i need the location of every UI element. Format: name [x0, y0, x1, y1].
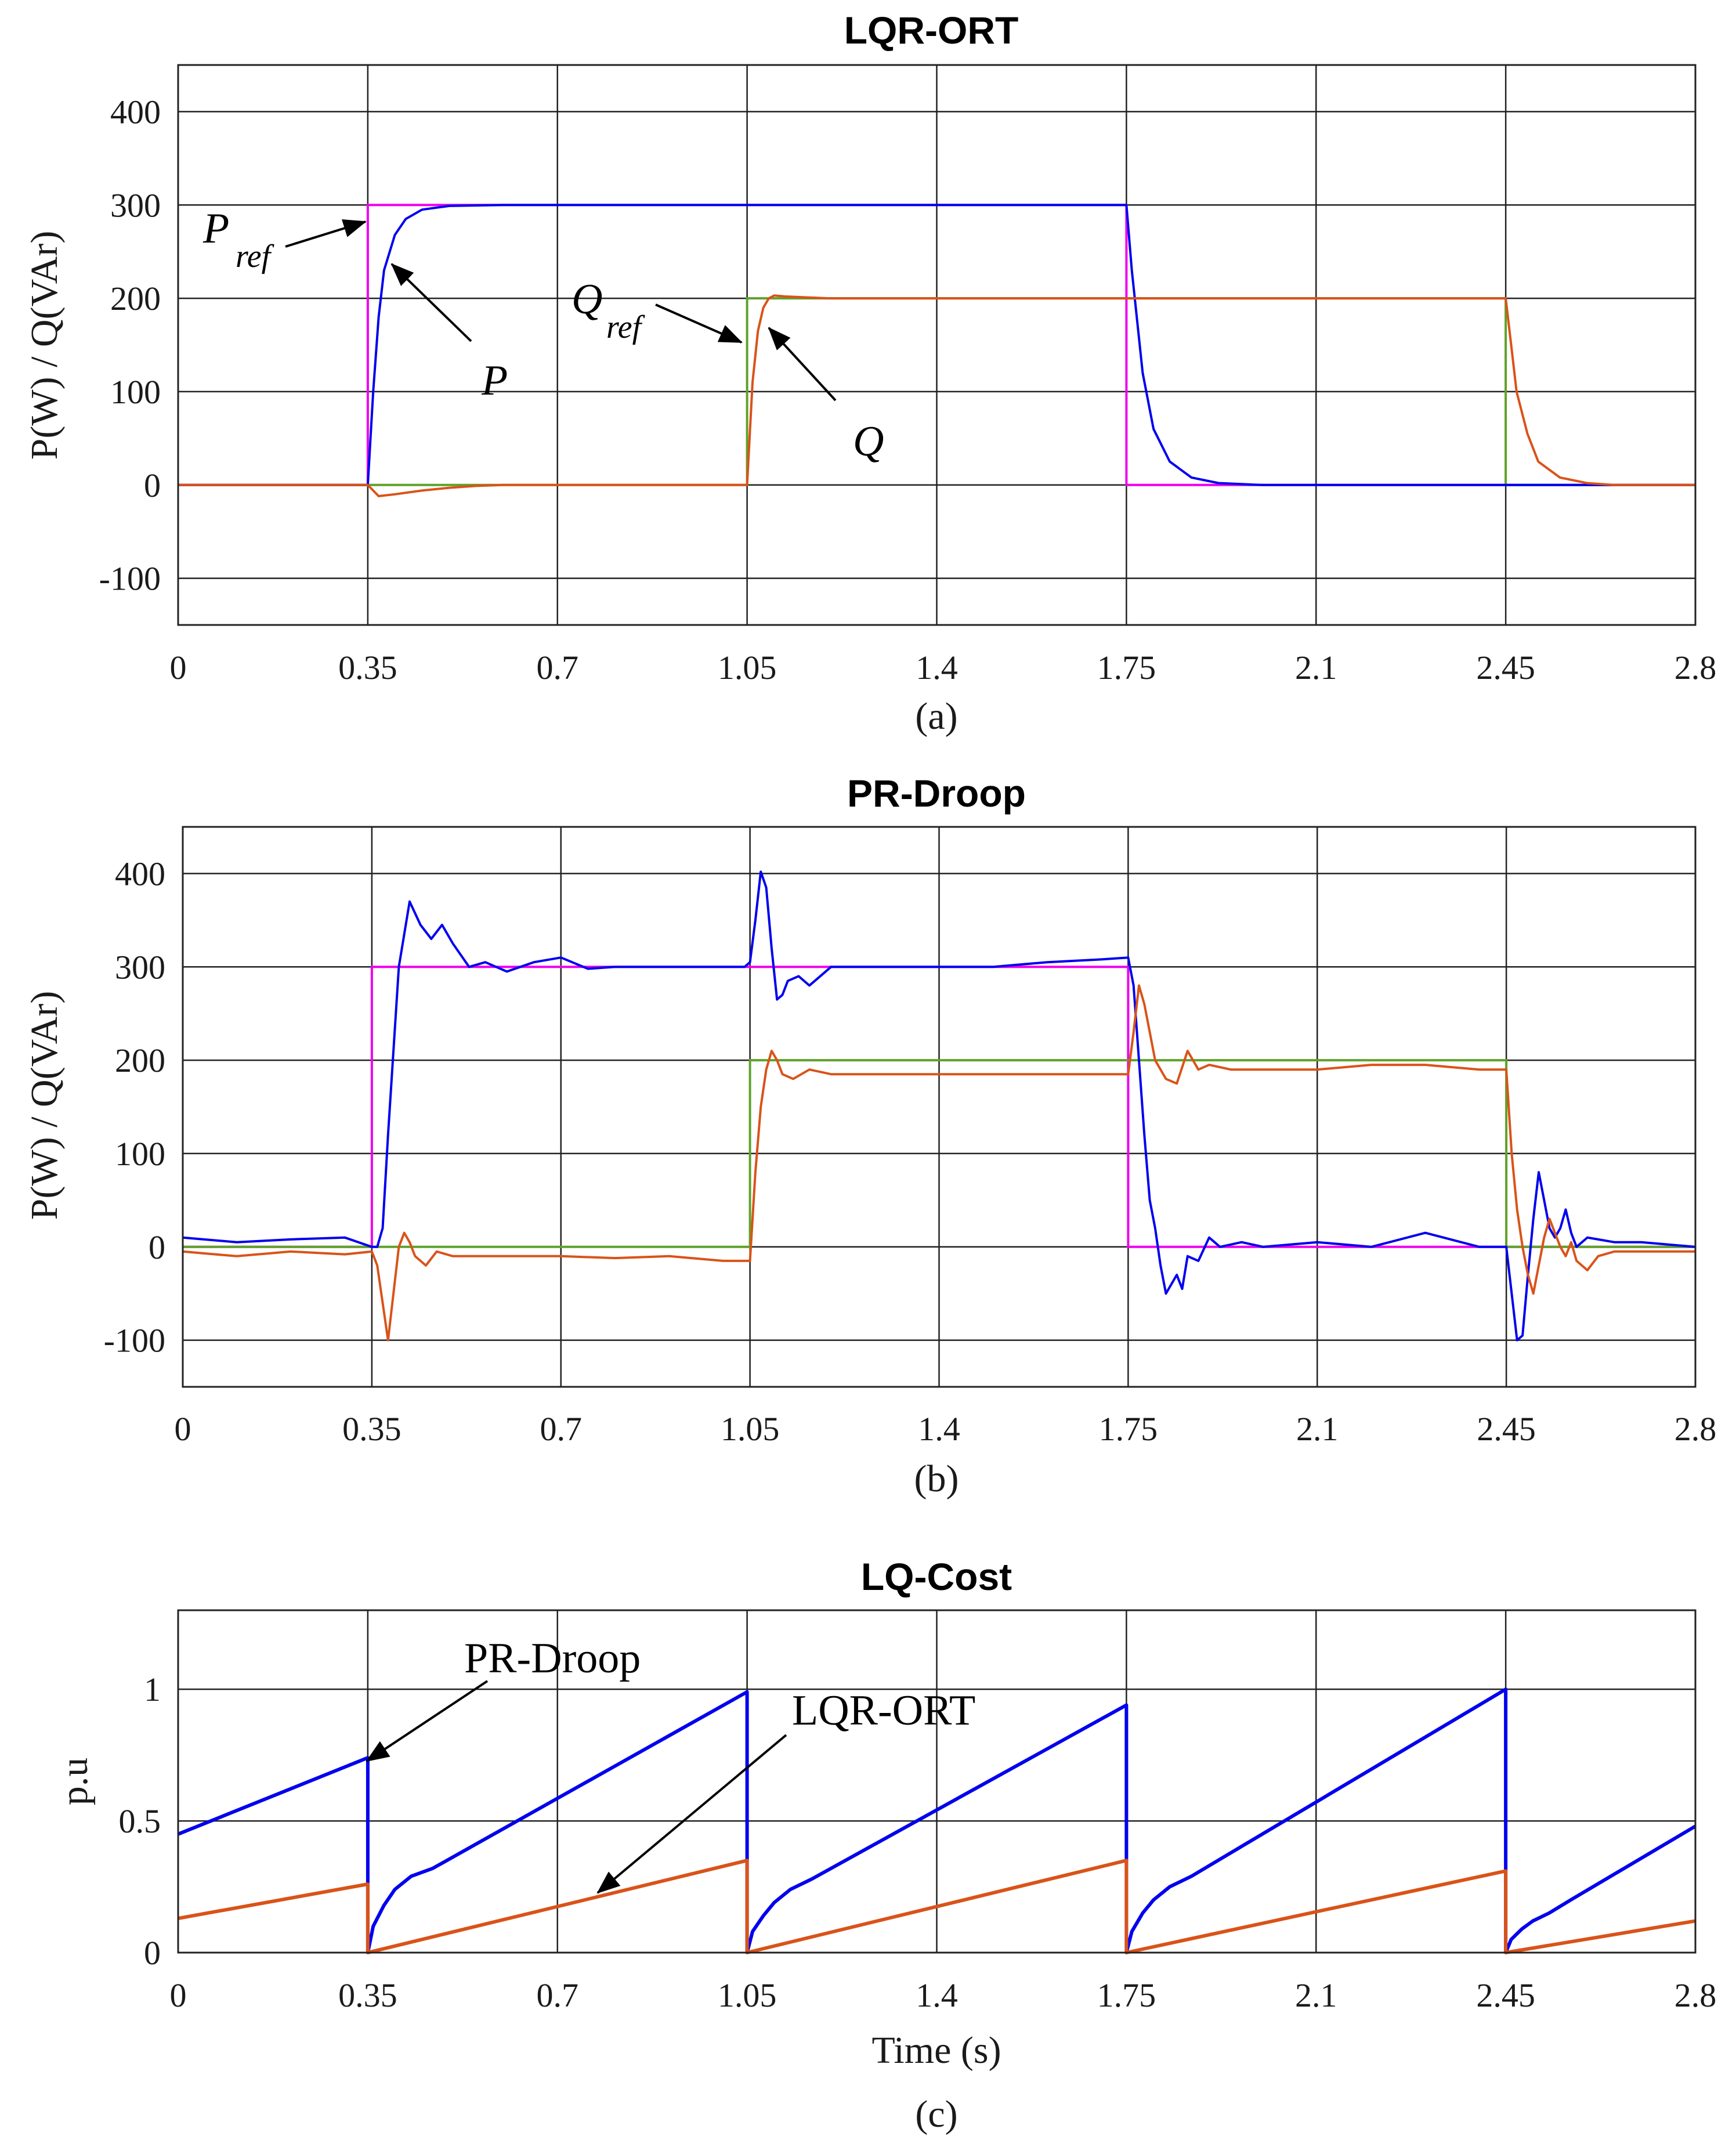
chart-a-xtick-4: 1.4 — [916, 649, 958, 686]
annotation-qref: Q ref — [572, 276, 743, 345]
annotation-p-arrow — [390, 263, 472, 342]
chart-a-frame — [177, 64, 1697, 626]
chart-b-ytick-1: 0 — [149, 1228, 165, 1266]
panel-b: PR-Droop 0 0.35 0.7 1.05 1.4 1.75 2.1 2.45 2.8 -1… — [23, 772, 1716, 1500]
annotation-q-letter: Q — [853, 418, 884, 465]
chart-c-frame — [177, 1609, 1697, 1954]
annotation-pr-droop: PR-Droop — [366, 1635, 641, 1762]
chart-c-xtick-3: 1.05 — [718, 1976, 777, 2014]
chart-b-xtick-7: 2.45 — [1477, 1410, 1536, 1448]
annotation-pr-droop-arrow — [366, 1680, 489, 1762]
chart-c-xtick-2: 0.7 — [537, 1976, 579, 2014]
annotation-pref-subscript: ref — [236, 238, 275, 274]
chart-b-xtick-5: 1.75 — [1099, 1410, 1158, 1448]
chart-a-ytick-1: 0 — [144, 467, 161, 504]
chart-a-xtick-7: 2.45 — [1476, 649, 1535, 686]
chart-a-xtick-8: 2.8 — [1674, 649, 1717, 686]
chart-a-series — [178, 204, 1695, 497]
chart-b-caption: (b) — [914, 1458, 959, 1500]
chart-c-xtick-6: 2.1 — [1295, 1976, 1337, 2014]
chart-b-title: PR-Droop — [847, 772, 1026, 815]
annotation-lqr-ort-label: LQR-ORT — [792, 1687, 975, 1734]
chart-c-xlabel: Time (s) — [871, 2029, 1001, 2072]
chart-b-ytick-0: -100 — [104, 1322, 165, 1360]
annotation-pref-letter: P — [202, 205, 229, 252]
chart-b-series-p — [182, 870, 1696, 1342]
chart-c-xtick-5: 1.75 — [1097, 1976, 1156, 2014]
panel-c: LQ-Cost 0 0.35 0.7 1.05 1.4 1.75 2.1 2.45 2.8 0 0.… — [53, 1555, 1716, 2135]
chart-b-frame — [182, 826, 1697, 1388]
chart-b-series — [182, 870, 1696, 1342]
chart-b-ticks: 0 0.35 0.7 1.05 1.4 1.75 2.1 2.45 2.8 -100 0 100 200… — [104, 855, 1717, 1448]
chart-a-ytick-5: 400 — [110, 93, 161, 131]
chart-a-series-p — [178, 204, 1695, 486]
chart-c-ylabel: p.u — [53, 1758, 96, 1806]
chart-b-xtick-3: 1.05 — [721, 1410, 780, 1448]
chart-c-xtick-7: 2.45 — [1476, 1976, 1535, 2014]
chart-a-xtick-6: 2.1 — [1295, 649, 1337, 686]
chart-b-series-q — [182, 984, 1695, 1342]
annotation-qref-subscript: ref — [606, 309, 646, 345]
chart-c-caption: (c) — [915, 2093, 957, 2135]
annotation-q-arrow — [768, 327, 837, 402]
chart-b-ytick-4: 300 — [115, 948, 165, 986]
panel-a: LQR-ORT 0 0.35 0.7 1.05 1.4 1.75 2.1 2.45 2.8 -10… — [23, 9, 1716, 738]
chart-a-ytick-3: 200 — [110, 280, 161, 317]
chart-c-xtick-1: 0.35 — [338, 1976, 397, 2014]
annotation-lqr-ort-arrow — [596, 1734, 787, 1894]
chart-a-series-q — [178, 294, 1695, 497]
annotation-pr-droop-label: PR-Droop — [464, 1635, 641, 1682]
chart-c-ytick-1: 0.5 — [119, 1802, 161, 1840]
annotation-pref: P ref — [202, 205, 367, 274]
chart-b-xtick-0: 0 — [175, 1410, 191, 1448]
chart-b-series-qref — [183, 1059, 1695, 1248]
chart-a-caption: (a) — [915, 695, 957, 738]
chart-a-ytick-4: 300 — [110, 186, 161, 224]
annotation-p: P — [390, 263, 508, 404]
chart-c-xtick-4: 1.4 — [916, 1976, 958, 2014]
chart-b-xtick-4: 1.4 — [918, 1410, 960, 1448]
chart-c-series-pr-droop — [177, 1687, 1697, 1954]
annotation-qref-letter: Q — [572, 276, 602, 323]
chart-a-xtick-1: 0.35 — [338, 649, 397, 686]
chart-b-xtick-8: 2.8 — [1674, 1410, 1717, 1448]
chart-b-ylabel: P(W) / Q(VAr) — [23, 991, 66, 1220]
chart-a-xtick-0: 0 — [170, 649, 187, 686]
chart-c-xtick-0: 0 — [170, 1976, 187, 2014]
annotation-lqr-ort: LQR-ORT — [596, 1687, 975, 1894]
chart-b-ytick-3: 200 — [115, 1042, 165, 1079]
chart-a-ticks: 0 0.35 0.7 1.05 1.4 1.75 2.1 2.45 2.8 -100 0 100 200… — [99, 93, 1717, 686]
chart-b-xtick-6: 2.1 — [1296, 1410, 1339, 1448]
chart-b-ytick-5: 400 — [115, 855, 165, 892]
chart-a-ytick-0: -100 — [99, 560, 161, 598]
chart-c-ticks: 0 0.35 0.7 1.05 1.4 1.75 2.1 2.45 2.8 0 0.5 1 — [119, 1671, 1717, 2014]
chart-c-series-lqr-ort — [178, 1859, 1696, 1954]
chart-a-title: LQR-ORT — [844, 9, 1019, 52]
chart-c-ytick-0: 0 — [144, 1934, 161, 1972]
chart-c-series — [177, 1687, 1697, 1954]
annotation-q: Q — [768, 327, 884, 465]
chart-b-xtick-2: 0.7 — [540, 1410, 583, 1448]
chart-a-xtick-5: 1.75 — [1097, 649, 1156, 686]
annotation-p-letter: P — [481, 357, 508, 404]
chart-c-ytick-2: 1 — [144, 1671, 161, 1708]
chart-c-xtick-8: 2.8 — [1674, 1976, 1717, 2014]
chart-a-xtick-2: 0.7 — [537, 649, 579, 686]
chart-b-xtick-1: 0.35 — [342, 1410, 402, 1448]
chart-c-title: LQ-Cost — [861, 1555, 1012, 1598]
chart-a-xtick-3: 1.05 — [718, 649, 777, 686]
chart-b-ytick-2: 100 — [115, 1135, 165, 1173]
chart-a-ytick-2: 100 — [110, 373, 161, 411]
annotation-pref-arrow — [285, 219, 367, 248]
annotation-qref-arrow — [655, 303, 743, 344]
chart-a-ylabel: P(W) / Q(VAr) — [23, 231, 66, 460]
